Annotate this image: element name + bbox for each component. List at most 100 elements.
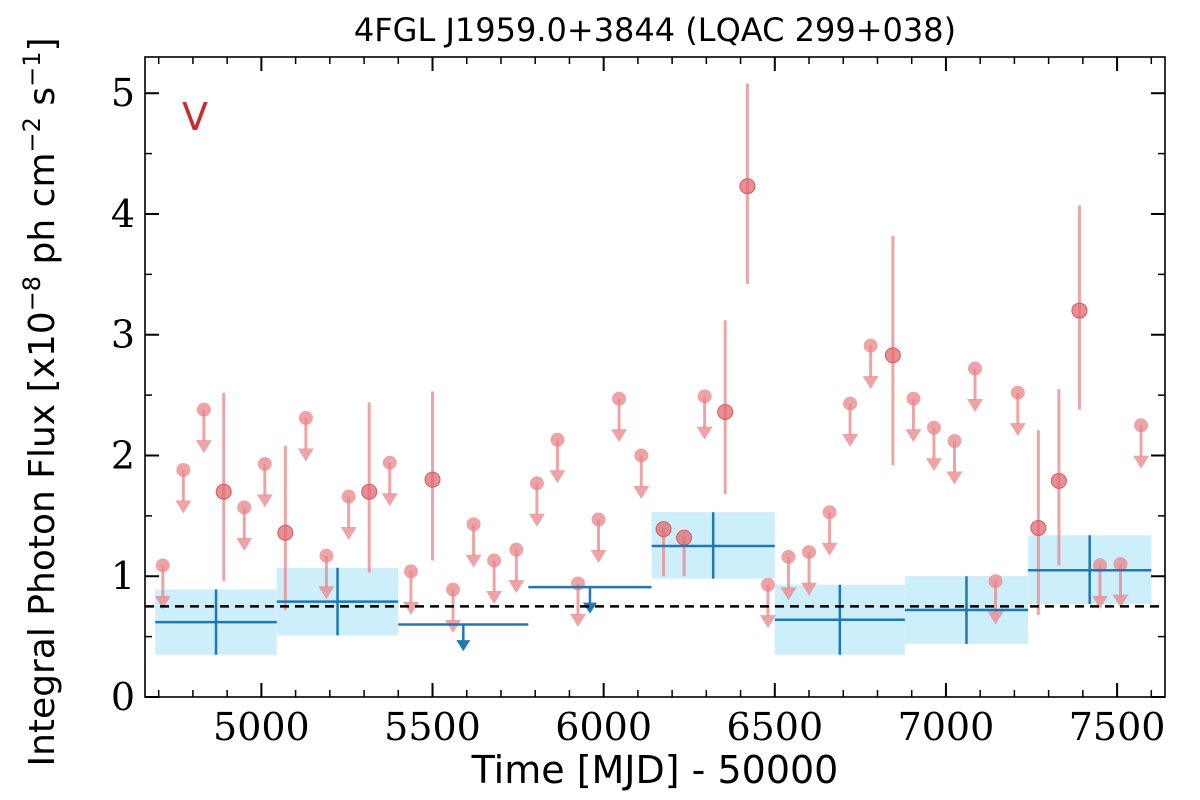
long-bin-limit-arrow (456, 640, 471, 652)
upper-limit-arrow (905, 429, 922, 443)
upper-limit-arrow (195, 440, 212, 454)
upper-limit-arrow (696, 426, 713, 440)
upper-limit-arrow (590, 549, 607, 563)
upper-limit-point (760, 577, 775, 592)
upper-limit-arrow (154, 595, 171, 609)
detection-point (1030, 519, 1047, 536)
x-tick-label: 5000 (213, 705, 310, 749)
upper-limit-arrow (569, 613, 586, 627)
detection-point (277, 524, 294, 541)
y-tick-label: 5 (111, 71, 135, 115)
x-tick-label: 7000 (898, 705, 995, 749)
upper-limit-point (237, 500, 252, 515)
upper-limit-arrow (256, 494, 273, 508)
upper-limit-point (843, 396, 858, 411)
upper-limit-arrow (297, 448, 314, 462)
upper-limit-point (196, 402, 211, 417)
upper-limit-point (781, 549, 796, 564)
upper-limit-point (382, 455, 397, 470)
chart-title: 4FGL J1959.0+3844 (LQAC 299+038) (354, 11, 956, 49)
y-tick-label: 4 (111, 192, 135, 236)
upper-limit-point (466, 517, 481, 532)
upper-limit-arrow (402, 601, 419, 615)
upper-limit-arrow (967, 399, 984, 413)
detection-point (676, 529, 693, 546)
upper-limit-arrow (801, 582, 818, 596)
upper-limit-point (1092, 558, 1107, 573)
variability-flag: V (182, 95, 208, 139)
long-bin-limit-arrow (582, 602, 597, 614)
upper-limit-point (257, 456, 272, 471)
plot-frame (144, 56, 1166, 698)
upper-limit-arrow (486, 591, 503, 605)
upper-limit-point (926, 420, 941, 435)
upper-limit-point (612, 391, 627, 406)
detection-point (361, 483, 378, 500)
upper-limit-point (591, 512, 606, 527)
upper-limit-arrow (759, 615, 776, 629)
upper-limit-point (550, 432, 565, 447)
upper-limit-point (570, 576, 585, 591)
x-tick-label: 6500 (726, 705, 823, 749)
y-axis-label: Integral Photon Flux [x10−8 ph cm−2 s−1] (18, 37, 63, 766)
upper-limit-arrow (946, 471, 963, 485)
upper-limit-arrow (1133, 455, 1150, 469)
y-axis-label-end: ] (22, 37, 63, 51)
y-axis-label-exp1: −8 (18, 276, 46, 311)
upper-limit-point (863, 338, 878, 353)
upper-limit-arrow (175, 500, 192, 514)
upper-limit-point (341, 489, 356, 504)
y-axis-label-mid2: s (22, 87, 63, 117)
y-axis-label-mid: ph cm (22, 152, 63, 275)
upper-limit-point (509, 542, 524, 557)
upper-limit-point (446, 582, 461, 597)
upper-limit-point (1010, 385, 1025, 400)
upper-limit-arrow (445, 620, 462, 633)
upper-limit-arrow (633, 485, 650, 499)
detection-point (717, 404, 734, 421)
upper-limit-point (1134, 418, 1149, 433)
upper-limit-point (802, 545, 817, 560)
detection-point (739, 178, 756, 195)
upper-limit-arrow (549, 470, 566, 484)
upper-limit-point (822, 505, 837, 520)
upper-limit-arrow (381, 493, 398, 507)
upper-limit-arrow (465, 554, 482, 568)
upper-limit-point (634, 448, 649, 463)
y-tick-label: 1 (111, 554, 135, 598)
detection-point (424, 471, 441, 488)
upper-limit-point (1113, 557, 1128, 572)
upper-limit-arrow (340, 527, 357, 541)
detection-point (655, 521, 672, 538)
upper-limit-arrow (318, 586, 335, 600)
upper-limit-arrow (987, 611, 1004, 625)
upper-limit-arrow (862, 376, 879, 390)
upper-limit-point (988, 574, 1003, 589)
y-tick-label: 0 (111, 675, 135, 719)
upper-limit-point (697, 389, 712, 404)
y-axis-label-exp3: −1 (18, 52, 46, 87)
x-tick-label: 5500 (384, 705, 481, 749)
upper-limit-point (529, 476, 544, 491)
upper-limit-arrow (508, 580, 525, 594)
plot-area: 5000 5500 6000 6500 7000 7500 0 1 2 3 4 5 (111, 56, 1166, 749)
detection-point (884, 347, 901, 364)
upper-limit-arrow (842, 434, 859, 448)
x-tick-label: 7500 (1069, 705, 1166, 749)
x-axis-label: Time [MJD] - 50000 (471, 748, 839, 792)
upper-limit-point (487, 553, 502, 568)
detection-point (1071, 302, 1088, 319)
y-axis-label-exp2: −2 (18, 117, 46, 152)
upper-limit-point (319, 548, 334, 563)
x-tick-label: 6000 (555, 705, 652, 749)
upper-limit-point (403, 564, 418, 579)
upper-limit-arrow (780, 587, 797, 601)
upper-limit-point (906, 391, 921, 406)
upper-limit-arrow (236, 537, 253, 551)
detection-point (1050, 472, 1067, 489)
upper-limit-arrow (528, 513, 545, 527)
upper-limit-arrow (1091, 595, 1108, 609)
upper-limit-point (947, 434, 962, 448)
upper-limit-point (155, 558, 170, 573)
